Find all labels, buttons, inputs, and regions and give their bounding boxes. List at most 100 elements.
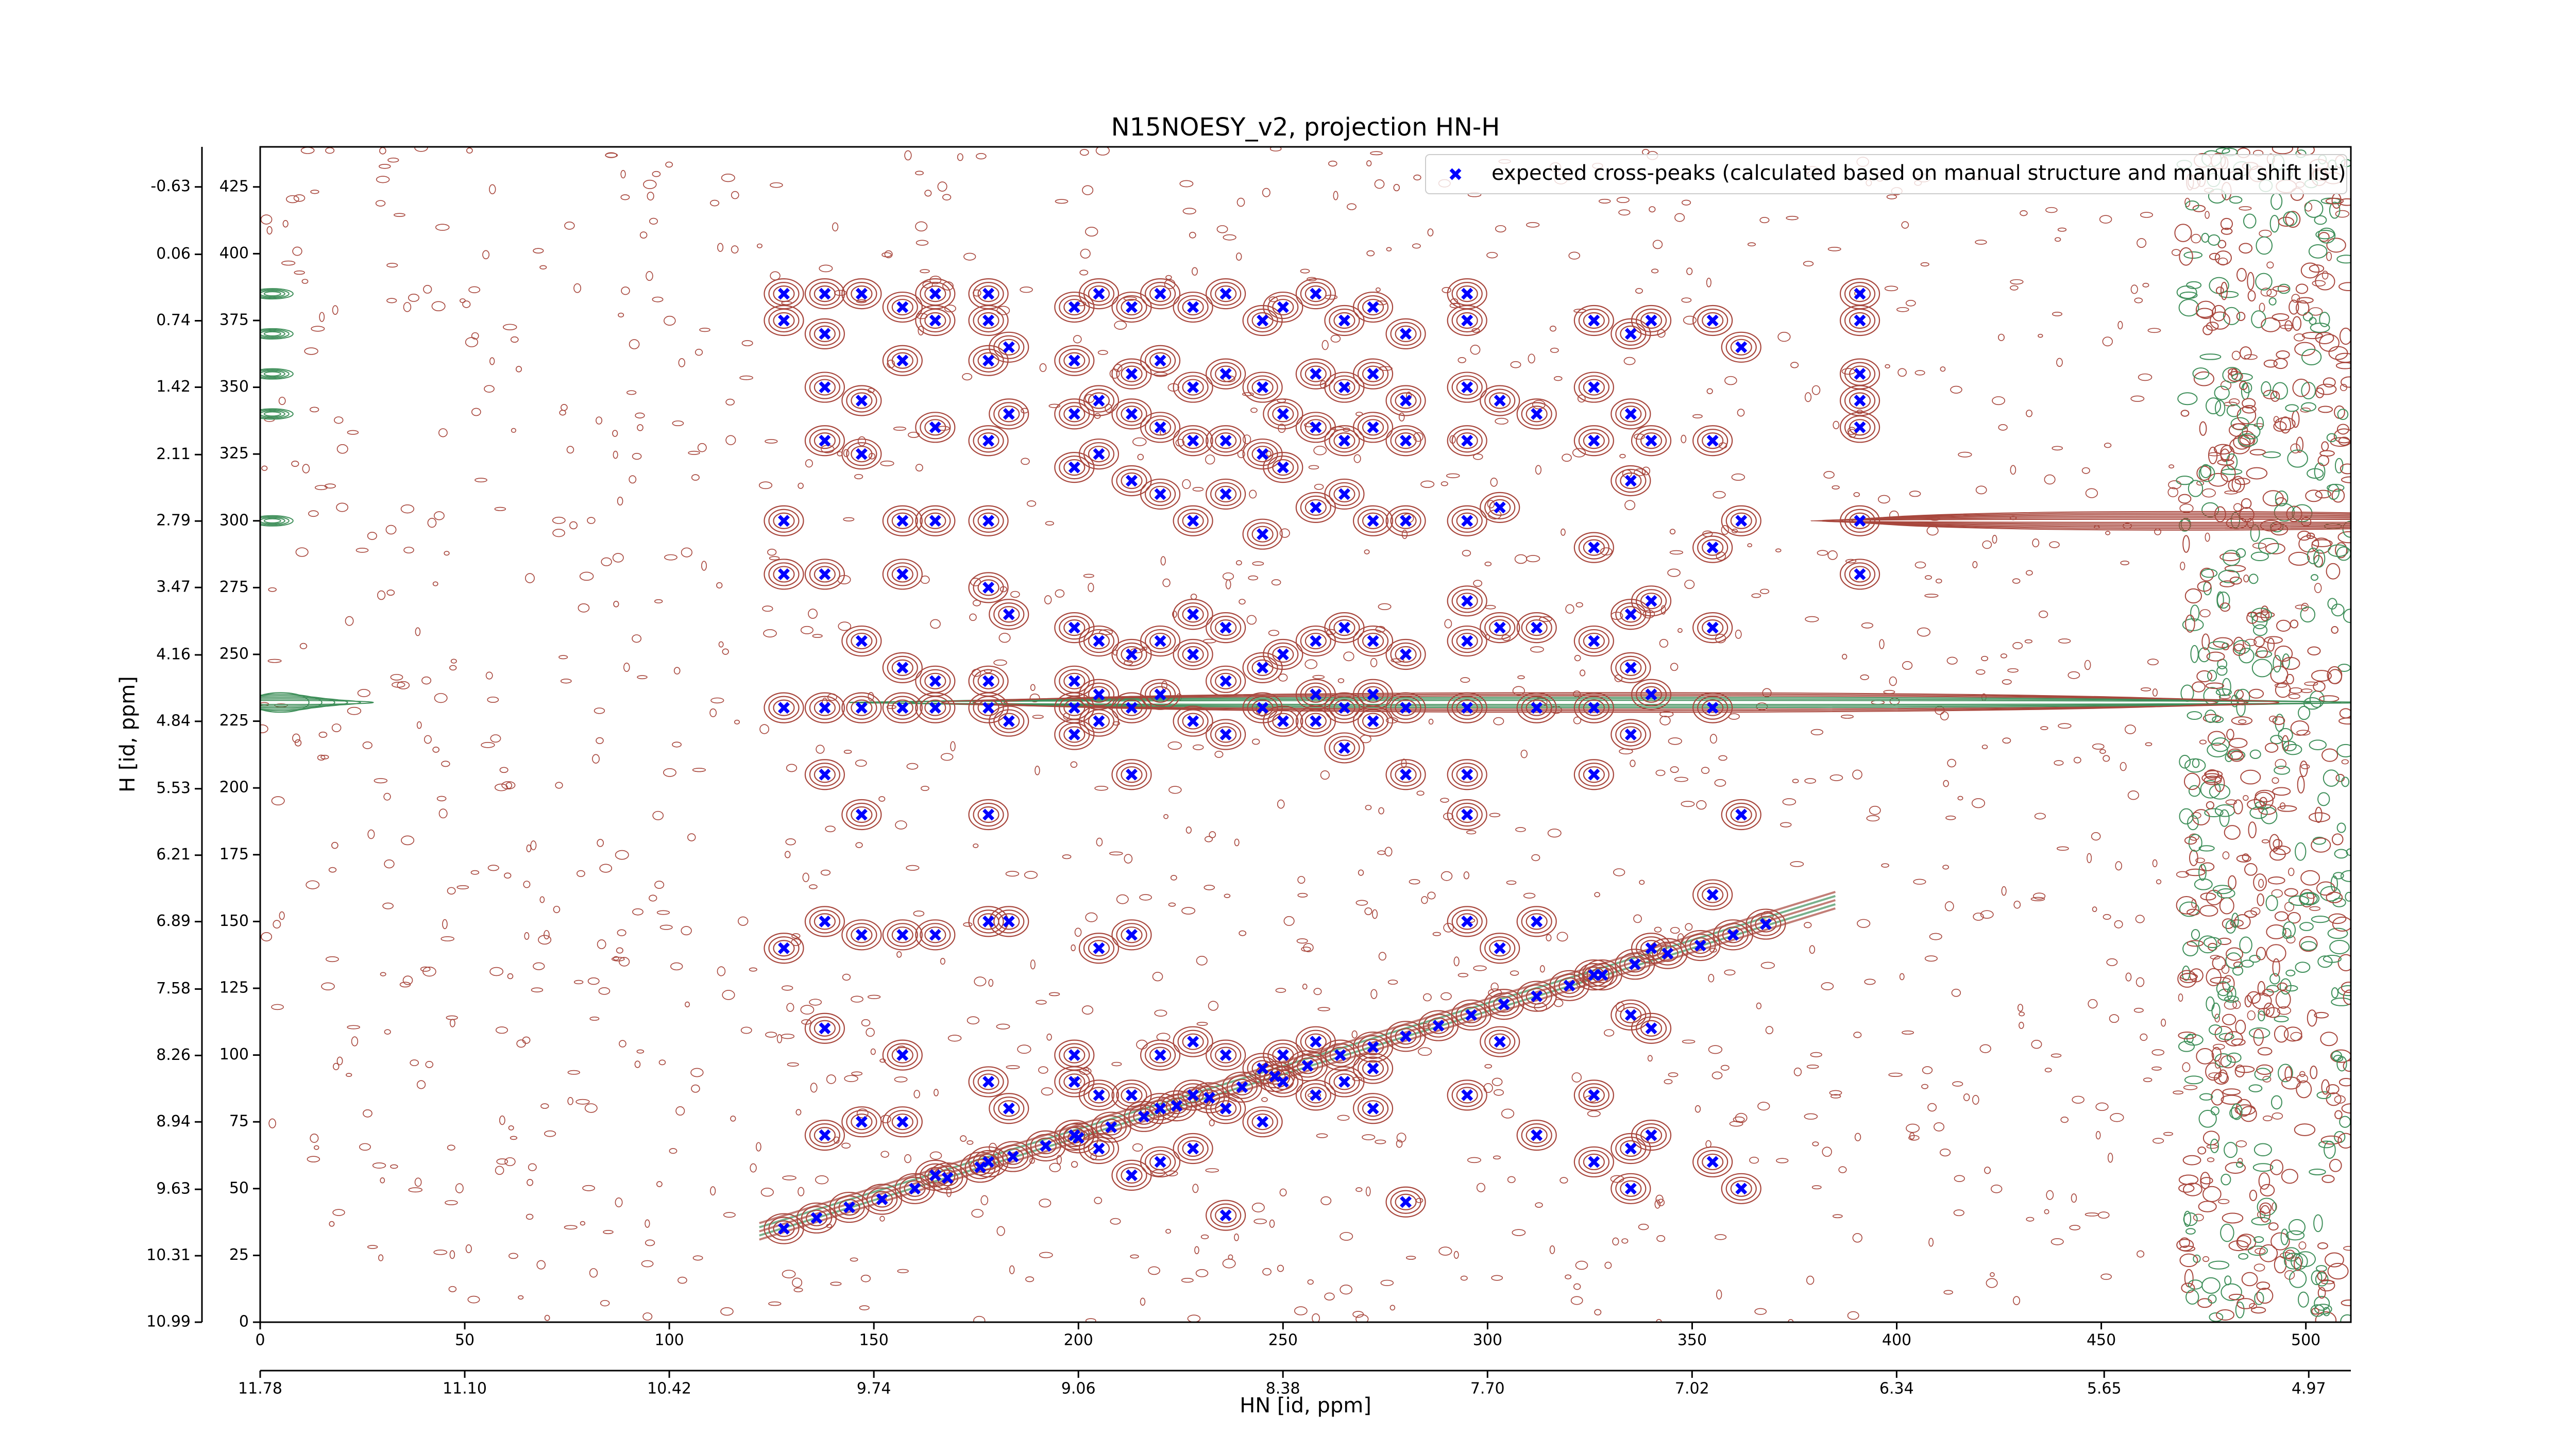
- edge-contour: [2338, 1078, 2351, 1087]
- noise-contour: [636, 1049, 645, 1054]
- streak-contour: [910, 697, 2310, 708]
- noise-contour: [1473, 453, 1483, 460]
- peak-contour: [809, 322, 840, 346]
- noise-contour: [1154, 1009, 1167, 1017]
- noise-contour: [1732, 529, 1738, 533]
- noise-contour: [2114, 920, 2123, 929]
- cross-peak: [1154, 355, 1166, 367]
- noise-contour: [615, 1197, 623, 1208]
- noise-contour: [998, 633, 1011, 643]
- edge-contour: [2221, 1094, 2243, 1105]
- noise-contour: [1026, 500, 1037, 507]
- noise-contour: [1378, 366, 1393, 371]
- x2-tick-label: 7.70: [1470, 1380, 1505, 1398]
- noise-contour: [2314, 583, 2322, 593]
- peak-contour: [1395, 432, 1417, 449]
- noise-contour: [587, 977, 600, 985]
- peak-contour: [1484, 616, 1516, 640]
- peak-contour: [1615, 602, 1647, 627]
- y2-tick-label: 1.42: [156, 378, 191, 396]
- edge-contour: [2247, 799, 2265, 810]
- noise-contour: [533, 962, 545, 970]
- noise-contour: [1909, 491, 1921, 497]
- edge-contour: [2252, 624, 2268, 636]
- noise-contour: [1366, 250, 1375, 257]
- noise-contour: [2326, 251, 2332, 261]
- cross-peak: [778, 314, 790, 327]
- edge-contour: [2307, 547, 2320, 565]
- noise-contour: [267, 659, 282, 663]
- cross-peak: [855, 929, 868, 941]
- cross-peak: [1531, 621, 1543, 634]
- peak-contour: [1427, 1017, 1450, 1034]
- noise-contour: [1708, 974, 1715, 983]
- cross-peak: [1003, 715, 1015, 728]
- noise-contour: [2184, 197, 2191, 207]
- noise-contour: [1535, 1202, 1543, 1208]
- noise-contour: [731, 191, 739, 199]
- streak-contour: [972, 694, 2248, 712]
- noise-contour: [629, 475, 637, 484]
- peak-contour: [882, 1106, 923, 1138]
- cross-peak: [1187, 1036, 1199, 1048]
- noise-contour: [894, 1076, 908, 1083]
- noise-contour: [1418, 1047, 1432, 1056]
- peak-contour: [1721, 1173, 1761, 1204]
- edge-contour: [2218, 569, 2240, 583]
- peak-contour: [1725, 802, 1757, 827]
- cross-peak: [1126, 368, 1138, 380]
- edge-contour: [2315, 1311, 2337, 1322]
- noise-contour: [1380, 1279, 1394, 1286]
- noise-contour: [260, 214, 273, 225]
- chart-title: N15NOESY_v2, projection HN-H: [1111, 113, 1500, 142]
- noise-contour: [1556, 932, 1568, 942]
- noise-contour: [293, 194, 306, 202]
- noise-contour: [1302, 984, 1308, 990]
- edge-contour: [2260, 609, 2270, 621]
- edge-contour: [2335, 362, 2351, 369]
- peak-contour: [1697, 429, 1728, 453]
- cross-peak: [1588, 702, 1600, 714]
- noise-contour: [1266, 450, 1272, 457]
- edge-contour: [2299, 761, 2308, 777]
- edge-contour: [2227, 986, 2236, 1002]
- cross-peak: [1068, 355, 1080, 367]
- noise-contour: [974, 976, 987, 987]
- edge-contour: [2255, 273, 2273, 291]
- plot-frame: [259, 146, 2352, 1323]
- noise-contour: [1140, 1297, 1146, 1306]
- noise-contour: [1216, 225, 1228, 233]
- peak-contour: [968, 799, 1009, 831]
- edge-contour: [2253, 1143, 2272, 1157]
- edge-contour: [2195, 300, 2216, 319]
- edge-contour: [2193, 371, 2215, 386]
- noise-contour: [1945, 815, 1956, 820]
- edge-contour: [2197, 581, 2212, 592]
- noise-contour: [1416, 790, 1425, 796]
- peak-contour: [1578, 429, 1609, 453]
- peak-contour: [1488, 992, 1520, 1017]
- noise-contour: [1568, 251, 1581, 260]
- edge-contour: [2242, 424, 2261, 440]
- noise-contour: [1838, 1166, 1847, 1173]
- cross-peak: [1400, 434, 1412, 447]
- noise-contour: [438, 428, 448, 437]
- peak-contour: [1489, 1033, 1511, 1050]
- peak-contour: [1692, 879, 1733, 910]
- cross-peak: [778, 702, 790, 714]
- noise-contour: [971, 1209, 984, 1218]
- noise-contour: [416, 721, 422, 729]
- peak-contour: [1215, 285, 1237, 302]
- noise-contour: [1467, 1157, 1481, 1163]
- noise-contour: [756, 243, 762, 248]
- noise-contour: [1528, 353, 1535, 364]
- edge-contour: [2275, 490, 2289, 507]
- noise-contour: [2253, 1263, 2265, 1272]
- edge-contour: [2287, 449, 2308, 468]
- noise-contour: [2151, 1066, 2162, 1071]
- noise-contour: [843, 750, 852, 754]
- y-tick-label: 225: [219, 712, 249, 730]
- cross-peak: [1367, 715, 1379, 728]
- y-tick-label: 200: [219, 779, 249, 797]
- edge-contour: [2246, 467, 2268, 480]
